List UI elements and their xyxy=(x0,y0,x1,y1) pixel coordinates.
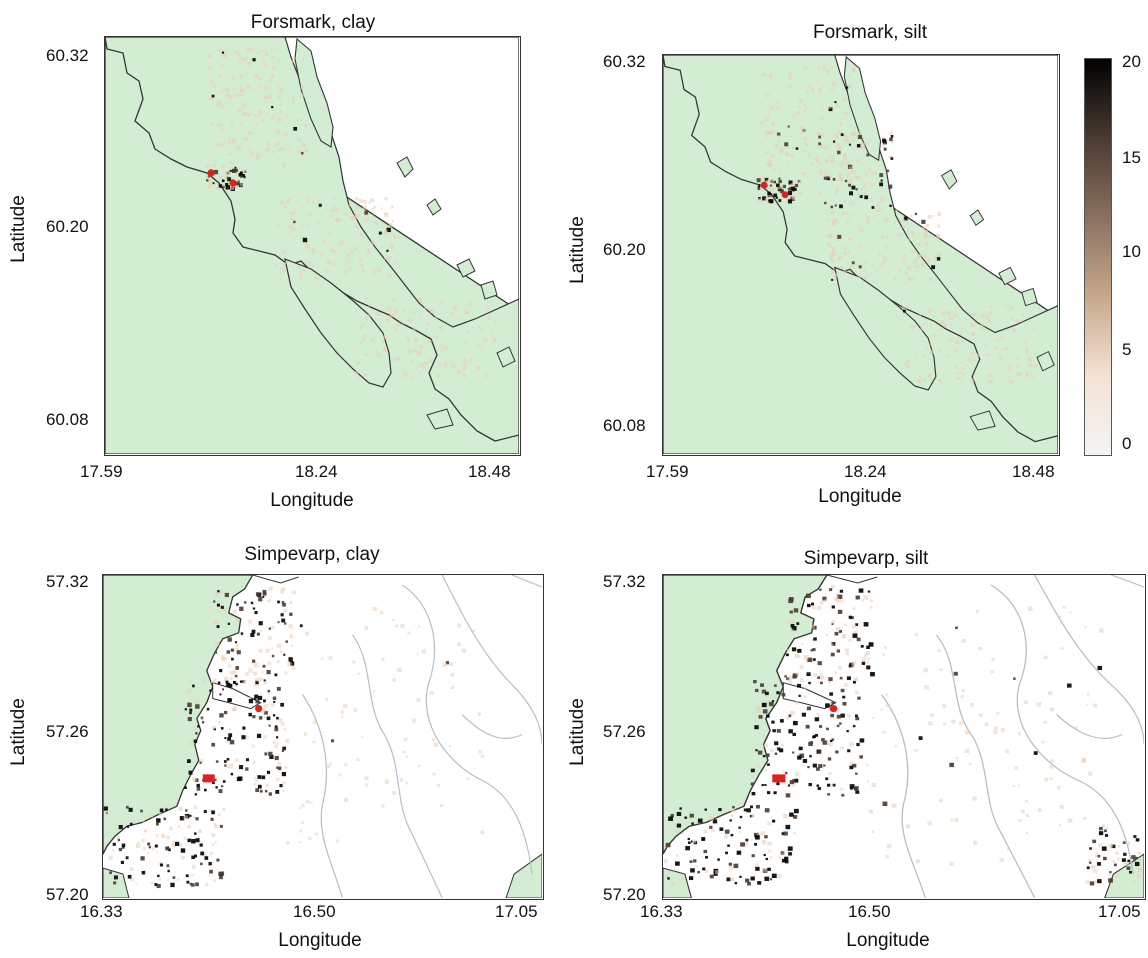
x-tick: 16.50 xyxy=(848,902,891,921)
map-simpevarp-clay xyxy=(103,575,542,898)
x-axis-label: Longitude xyxy=(818,486,902,507)
y-axis-label: Latitude xyxy=(567,216,588,284)
sediment-density xyxy=(205,47,497,380)
x-axis-label: Longitude xyxy=(846,930,930,951)
y-axis-label: Latitude xyxy=(8,698,29,766)
x-tick: 18.24 xyxy=(844,462,887,481)
colorbar-tick: 10 xyxy=(1122,242,1141,261)
x-tick: 17.05 xyxy=(1098,902,1141,921)
y-tick: 57.20 xyxy=(46,885,89,904)
colorbar-tick: 15 xyxy=(1122,148,1141,167)
map-simpevarp-silt xyxy=(663,575,1144,898)
sediment-density xyxy=(663,585,1143,886)
colorbar-tick: 20 xyxy=(1122,52,1141,71)
panel-title: Simpevarp, clay xyxy=(244,544,380,565)
panel-title: Simpevarp, silt xyxy=(803,548,929,569)
y-tick: 60.20 xyxy=(46,217,89,236)
sediment-density xyxy=(756,65,1038,384)
map-forsmark-clay xyxy=(105,37,519,454)
x-axis-label: Longitude xyxy=(270,490,354,511)
map-plot xyxy=(102,574,544,900)
y-tick: 60.08 xyxy=(603,416,646,435)
y-tick: 60.08 xyxy=(46,410,89,429)
x-tick: 16.33 xyxy=(80,902,123,921)
y-tick: 60.32 xyxy=(46,46,89,65)
panel-title: Forsmark, clay xyxy=(250,12,376,33)
colorbar-tick: 5 xyxy=(1122,340,1132,359)
colorbar xyxy=(1084,58,1112,456)
sediment-density xyxy=(103,586,485,889)
x-axis-label: Longitude xyxy=(278,930,362,951)
x-tick: 16.50 xyxy=(293,902,336,921)
map-plot xyxy=(104,36,521,456)
y-axis-label: Latitude xyxy=(567,698,588,766)
x-tick: 17.05 xyxy=(495,902,538,921)
x-tick: 17.59 xyxy=(80,462,123,481)
map-forsmark-silt xyxy=(663,55,1058,454)
y-tick: 60.20 xyxy=(603,240,646,259)
panel-title: Forsmark, silt xyxy=(813,22,927,43)
x-tick: 16.33 xyxy=(640,902,683,921)
map-plot xyxy=(662,574,1146,900)
y-tick: 57.32 xyxy=(46,572,89,591)
x-tick: 18.24 xyxy=(295,462,338,481)
y-tick: 57.26 xyxy=(603,722,646,741)
y-tick: 57.20 xyxy=(603,885,646,904)
y-tick: 60.32 xyxy=(603,52,646,71)
colorbar-tick: 0 xyxy=(1122,434,1132,453)
y-tick: 57.32 xyxy=(603,572,646,591)
map-plot xyxy=(662,54,1060,456)
y-tick: 57.26 xyxy=(46,722,89,741)
y-axis-label: Latitude xyxy=(8,195,29,263)
x-tick: 18.48 xyxy=(1012,462,1055,481)
x-tick: 18.48 xyxy=(468,462,511,481)
x-tick: 17.59 xyxy=(646,462,689,481)
